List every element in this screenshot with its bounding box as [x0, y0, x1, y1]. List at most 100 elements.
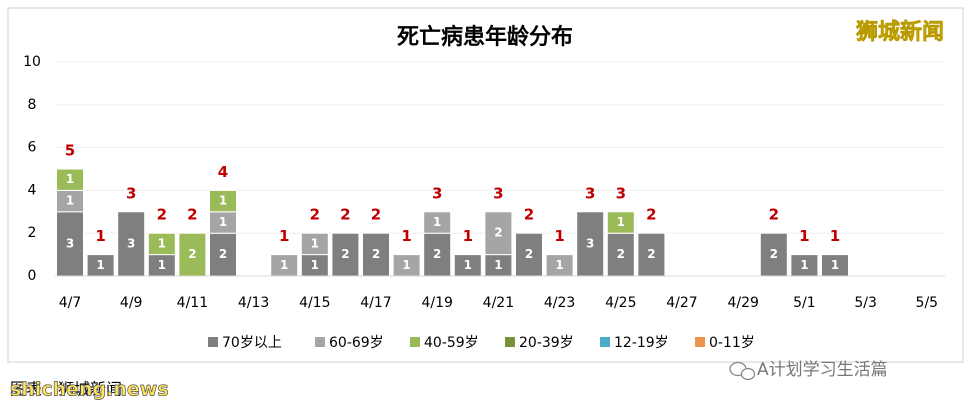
segment-label: 1 — [280, 258, 288, 272]
total-label: 3 — [493, 184, 503, 202]
bar-segment — [209, 189, 237, 213]
x-tick-label: 5/5 — [916, 295, 939, 311]
bar-segment — [362, 232, 390, 277]
segment-label: 2 — [188, 247, 196, 261]
segment-label: 2 — [617, 247, 625, 261]
x-tick-label: 4/27 — [666, 295, 697, 311]
brand: 狮城新闻 — [856, 19, 944, 45]
x-tick-label: 5/1 — [793, 295, 816, 311]
total-label: 1 — [279, 227, 289, 245]
total-label: 4 — [218, 163, 228, 181]
segment-label: 2 — [494, 226, 502, 240]
x-tick-label: 4/11 — [177, 295, 208, 311]
bar-segment — [178, 232, 207, 277]
segment-label: 1 — [494, 258, 502, 272]
x-tick-label: 4/19 — [421, 295, 452, 311]
legend-label: 70岁以上 — [222, 335, 282, 351]
bar-segment — [423, 232, 452, 277]
legend-label: 40-59岁 — [424, 335, 479, 351]
chart-title: 死亡病患年龄分布 — [397, 24, 573, 50]
segment-label: 1 — [96, 258, 104, 272]
segment-label: 1 — [219, 194, 227, 208]
segment-label: 2 — [433, 247, 441, 261]
y-tick-label: 0 — [28, 268, 37, 284]
bar-segment — [117, 211, 146, 277]
bar-segment — [484, 211, 513, 256]
total-label: 3 — [616, 184, 626, 202]
segment-label: 1 — [402, 258, 410, 272]
total-label: 5 — [65, 142, 75, 160]
legend-swatch — [505, 337, 515, 347]
total-label: 3 — [585, 184, 595, 202]
legend-swatch — [410, 337, 420, 347]
x-tick-label: 4/17 — [360, 295, 391, 311]
x-tick-label: 4/15 — [299, 295, 330, 311]
segment-label: 2 — [525, 247, 533, 261]
plot: 0 2 4 6 8 10 4/7 4/9 4/11 4/13 4/15 4/17 4/19 4/21 4/2… — [23, 54, 945, 351]
x-tick-label: 4/25 — [605, 295, 636, 311]
x-tick-label: 4/9 — [120, 295, 143, 311]
y-tick-label: 10 — [23, 54, 41, 70]
source-note: 图表：狮城新闻 — [10, 380, 122, 399]
segment-label: 1 — [617, 215, 625, 229]
legend-label: 60-69岁 — [329, 335, 384, 351]
segment-label: 1 — [219, 215, 227, 229]
total-label: 2 — [340, 206, 350, 224]
bar-segment — [423, 211, 452, 234]
total-label: 3 — [126, 184, 136, 202]
x-tick-label: 4/7 — [59, 295, 82, 311]
chart-panel — [7, 7, 964, 363]
segment-label: 2 — [647, 247, 655, 261]
x-tick-label: 4/21 — [483, 295, 514, 311]
legend-label: 0-11岁 — [709, 335, 755, 351]
total-label: 1 — [463, 227, 473, 245]
segment-label: 1 — [831, 258, 839, 272]
bar-segment — [576, 211, 605, 277]
legend-swatch — [315, 337, 325, 347]
bar-segment — [300, 232, 329, 256]
bar-segment — [515, 232, 543, 277]
segment-label: 3 — [127, 236, 135, 250]
bar-segment — [147, 232, 176, 256]
total-label: 1 — [95, 227, 105, 245]
legend-swatch — [600, 337, 610, 347]
y-tick-label: 4 — [28, 182, 37, 198]
bar-segment — [606, 211, 635, 234]
total-label: 1 — [554, 227, 564, 245]
y-tick-label: 2 — [28, 225, 37, 241]
segment-label: 1 — [158, 258, 166, 272]
segment-label: 1 — [433, 215, 441, 229]
site-watermark: shicheng.news — [10, 379, 169, 401]
total-label: 1 — [401, 227, 411, 245]
legend-label: 12-19岁 — [614, 335, 669, 351]
total-label: 2 — [646, 206, 656, 224]
legend-swatch — [208, 337, 218, 347]
segment-label: 1 — [311, 258, 319, 272]
segment-label: 1 — [66, 194, 74, 208]
segment-label: 1 — [800, 258, 808, 272]
segment-label: 3 — [66, 236, 74, 250]
total-label: 1 — [799, 227, 809, 245]
x-tick-label: 5/3 — [854, 295, 877, 311]
segment-label: 1 — [311, 236, 319, 250]
x-tick-label: 4/23 — [544, 295, 575, 311]
total-label: 1 — [830, 227, 840, 245]
wechat-icon — [729, 361, 756, 381]
total-label: 2 — [310, 206, 320, 224]
total-label: 2 — [524, 206, 534, 224]
account-name: A计划学习生活篇 — [757, 360, 888, 380]
y-tick-label: 8 — [28, 97, 37, 113]
segment-label: 2 — [219, 247, 227, 261]
x-tick-label: 4/13 — [238, 295, 269, 311]
total-label: 2 — [157, 206, 167, 224]
legend-swatch — [695, 337, 705, 347]
segment-label: 1 — [464, 258, 472, 272]
segment-label: 3 — [586, 236, 594, 250]
segment-label: 1 — [555, 258, 563, 272]
bar-segment — [56, 168, 84, 191]
legend-label: 20-39岁 — [519, 335, 574, 351]
total-label: 2 — [187, 206, 197, 224]
segment-label: 1 — [158, 236, 166, 250]
total-label: 3 — [432, 184, 442, 202]
segment-label: 2 — [341, 247, 349, 261]
